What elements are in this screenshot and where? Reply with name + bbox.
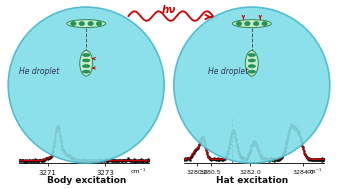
Ellipse shape	[236, 22, 242, 26]
Text: He droplet: He droplet	[208, 67, 248, 76]
Ellipse shape	[248, 65, 256, 68]
Ellipse shape	[245, 22, 250, 26]
Ellipse shape	[174, 7, 330, 163]
Ellipse shape	[82, 70, 90, 73]
Ellipse shape	[248, 59, 256, 62]
Text: hν: hν	[162, 5, 176, 15]
Text: cm⁻¹: cm⁻¹	[307, 169, 322, 174]
Ellipse shape	[248, 53, 256, 57]
Text: Hat excitation: Hat excitation	[216, 176, 288, 185]
Ellipse shape	[8, 7, 164, 163]
Text: Body excitation: Body excitation	[47, 176, 126, 185]
Ellipse shape	[233, 20, 271, 28]
Ellipse shape	[262, 22, 267, 26]
Text: cm⁻¹: cm⁻¹	[130, 169, 146, 174]
Ellipse shape	[67, 20, 105, 28]
Ellipse shape	[96, 22, 102, 26]
Ellipse shape	[88, 22, 93, 26]
Ellipse shape	[245, 51, 258, 76]
Ellipse shape	[79, 22, 84, 26]
Text: He droplet: He droplet	[19, 67, 59, 76]
Ellipse shape	[82, 59, 90, 62]
Ellipse shape	[248, 70, 256, 73]
Ellipse shape	[254, 22, 259, 26]
Ellipse shape	[71, 22, 76, 26]
Ellipse shape	[80, 51, 93, 76]
Ellipse shape	[82, 53, 90, 57]
Ellipse shape	[82, 65, 90, 68]
